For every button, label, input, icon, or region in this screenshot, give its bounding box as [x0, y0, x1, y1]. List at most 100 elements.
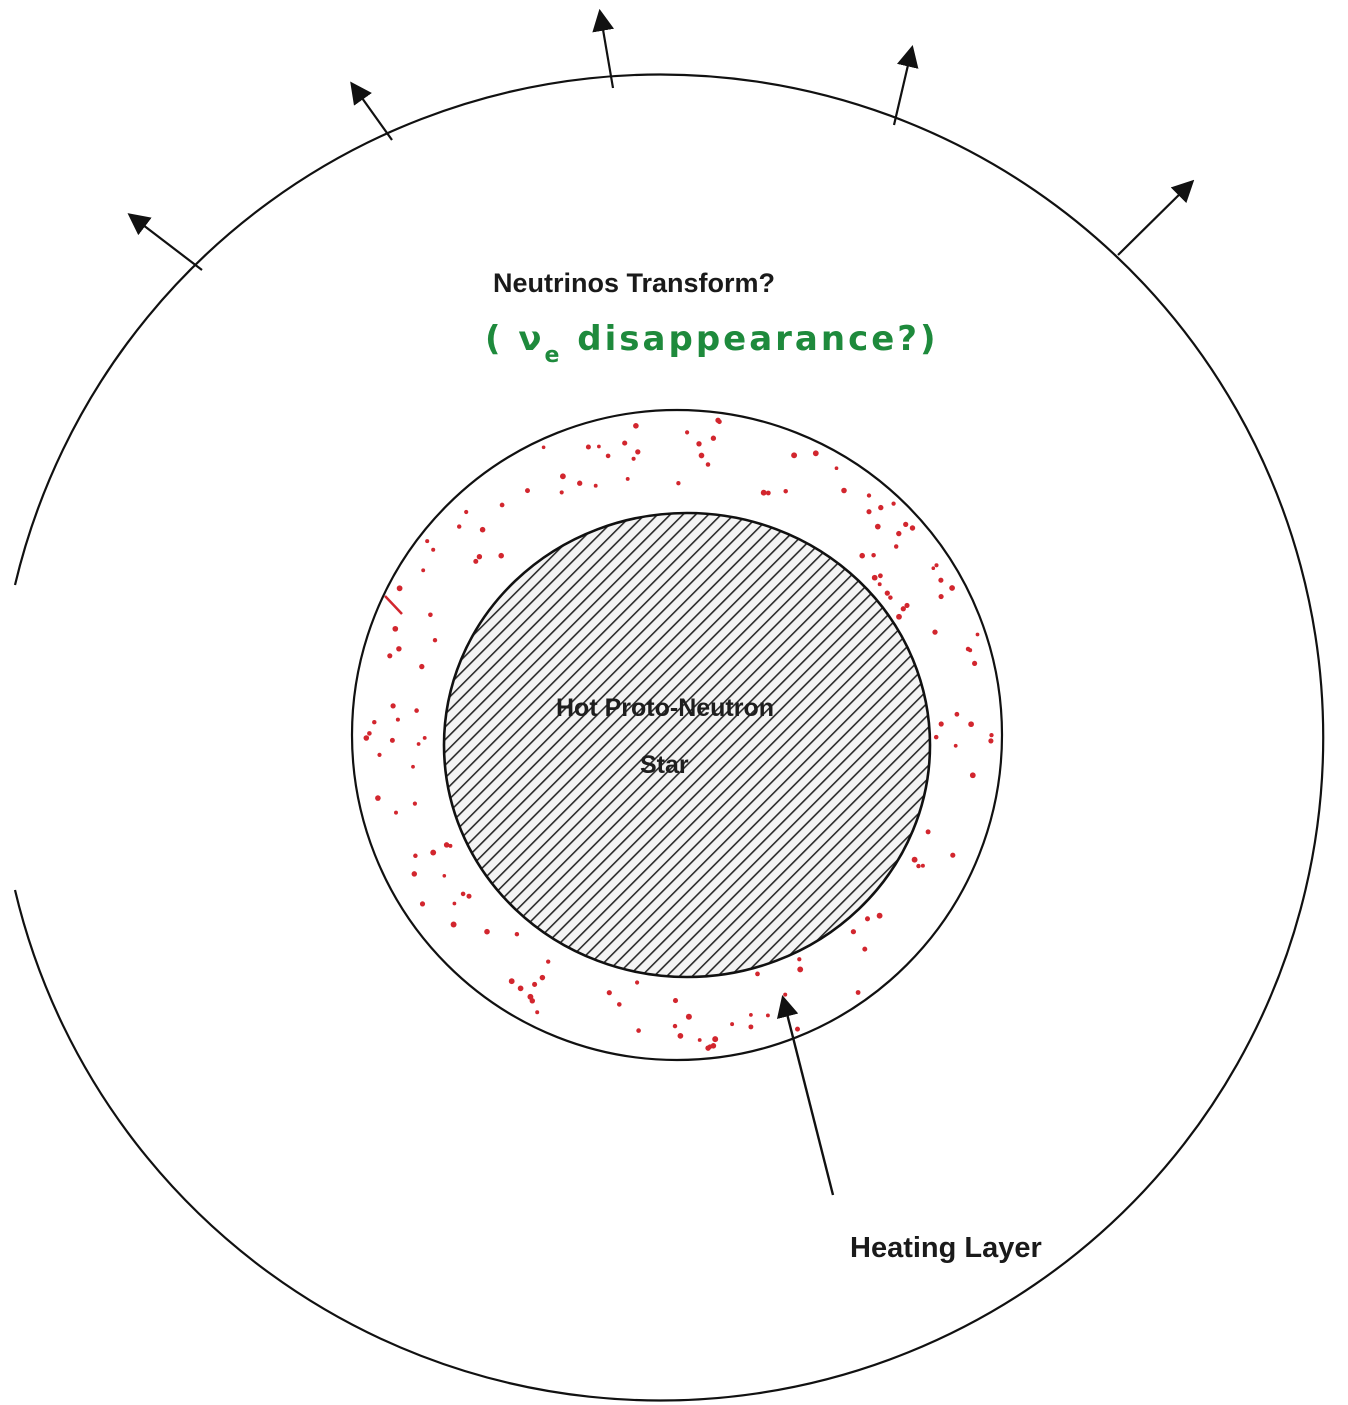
- heating-dot: [394, 810, 398, 815]
- heating-dot: [411, 764, 415, 769]
- heating-dot: [375, 795, 381, 801]
- heating-dot: [672, 998, 679, 1004]
- core-label-line1: Hot Proto-Neutron: [556, 694, 774, 722]
- heating-dot: [514, 931, 520, 937]
- heating-dot: [916, 863, 921, 869]
- heating-dot: [392, 625, 399, 632]
- heating-dot: [969, 772, 976, 779]
- heating-dot: [377, 752, 382, 757]
- title-label: Neutrinos Transform?: [493, 268, 775, 298]
- heating-dot: [448, 843, 453, 848]
- heating-dot: [476, 554, 483, 560]
- heating-layer-label: Heating Layer: [850, 1232, 1042, 1264]
- heating-dot: [452, 901, 457, 906]
- heating-dot: [450, 921, 457, 928]
- heating-dot: [920, 863, 925, 868]
- heating-dot: [395, 717, 400, 722]
- heating-dot: [672, 1023, 678, 1029]
- heating-dot: [597, 444, 601, 449]
- heating-dot: [464, 509, 469, 515]
- heating-dot: [616, 1002, 622, 1007]
- heating-dot: [633, 422, 639, 429]
- heating-dot: [795, 1026, 800, 1032]
- heating-dot: [577, 480, 583, 486]
- heating-dot: [622, 440, 628, 446]
- heating-dot: [372, 719, 377, 725]
- heating-dot: [363, 735, 370, 741]
- heating-dot: [432, 638, 438, 643]
- heating-dot: [419, 663, 425, 670]
- heating-dot: [891, 501, 896, 506]
- heating-dot: [677, 1033, 684, 1039]
- heating-dot: [484, 928, 490, 935]
- annotation-subscript: e: [545, 343, 563, 368]
- heating-dot: [527, 993, 534, 1000]
- heating-dot: [559, 490, 564, 495]
- heating-dot: [855, 990, 861, 995]
- heating-dot: [712, 1036, 719, 1043]
- heating-dot: [859, 552, 865, 559]
- heating-dot: [925, 829, 931, 835]
- annotation-label: ( νe disappearance?): [485, 319, 939, 368]
- heating-layer-dots: [363, 417, 994, 1051]
- heating-dot: [698, 452, 705, 459]
- heating-dot: [473, 558, 479, 564]
- heating-dot: [866, 493, 872, 498]
- heating-dot: [933, 734, 939, 740]
- heating-dot: [755, 971, 760, 977]
- heating-dot: [953, 743, 958, 748]
- heating-dot: [705, 1045, 711, 1051]
- heating-dot: [968, 721, 974, 728]
- heating-dot: [479, 526, 486, 533]
- heating-dot: [416, 742, 421, 746]
- heating-dot: [705, 462, 711, 467]
- heating-dot: [697, 1038, 702, 1042]
- heating-dot: [508, 978, 515, 985]
- heating-dot: [559, 473, 566, 480]
- heating-dot: [938, 721, 944, 727]
- heating-dot: [874, 523, 881, 530]
- heating-dot: [896, 613, 902, 620]
- heating-dot: [525, 488, 530, 494]
- outgoing-arrow: [1117, 179, 1195, 256]
- heating-dot: [593, 483, 598, 488]
- heating-dot: [546, 959, 551, 964]
- heating-dot: [411, 871, 418, 877]
- heating-dot: [797, 966, 804, 973]
- heating-dot: [396, 585, 403, 592]
- heating-dot: [414, 708, 419, 713]
- heating-dot: [367, 731, 372, 736]
- heating-dot: [878, 504, 884, 511]
- annotation-prefix: ( ν: [485, 319, 545, 359]
- outgoing-arrow: [892, 44, 919, 126]
- proto-neutron-star-core: [442, 511, 932, 979]
- heating-dot: [749, 1013, 753, 1017]
- heating-dot: [635, 980, 640, 985]
- outer-shell-circle: [13, 73, 1325, 1402]
- heating-dot: [605, 453, 611, 459]
- heating-dot: [696, 441, 702, 447]
- annotation-suffix: disappearance?): [562, 319, 938, 359]
- heating-dot: [896, 530, 902, 537]
- heating-dot: [841, 487, 847, 494]
- heating-dot: [422, 735, 427, 740]
- heating-dot: [812, 450, 819, 457]
- heating-dot: [730, 1022, 735, 1027]
- heating-dot: [466, 893, 472, 899]
- heating-dot: [412, 801, 417, 806]
- heating-dot: [954, 711, 960, 717]
- heating-dot: [864, 916, 871, 922]
- heating-dot: [541, 445, 546, 450]
- heating-dot: [685, 1013, 692, 1020]
- core-label-line2: Star: [640, 751, 689, 779]
- heating-dot: [934, 563, 939, 568]
- heating-dot: [636, 1028, 641, 1033]
- heating-dot: [950, 852, 956, 858]
- heating-dot: [862, 946, 868, 952]
- heating-dot: [783, 488, 788, 494]
- heating-dot: [904, 602, 910, 608]
- heating-dot: [834, 466, 839, 471]
- heating-dot: [685, 430, 690, 435]
- heating-dot: [871, 574, 878, 581]
- heating-dot: [390, 703, 396, 709]
